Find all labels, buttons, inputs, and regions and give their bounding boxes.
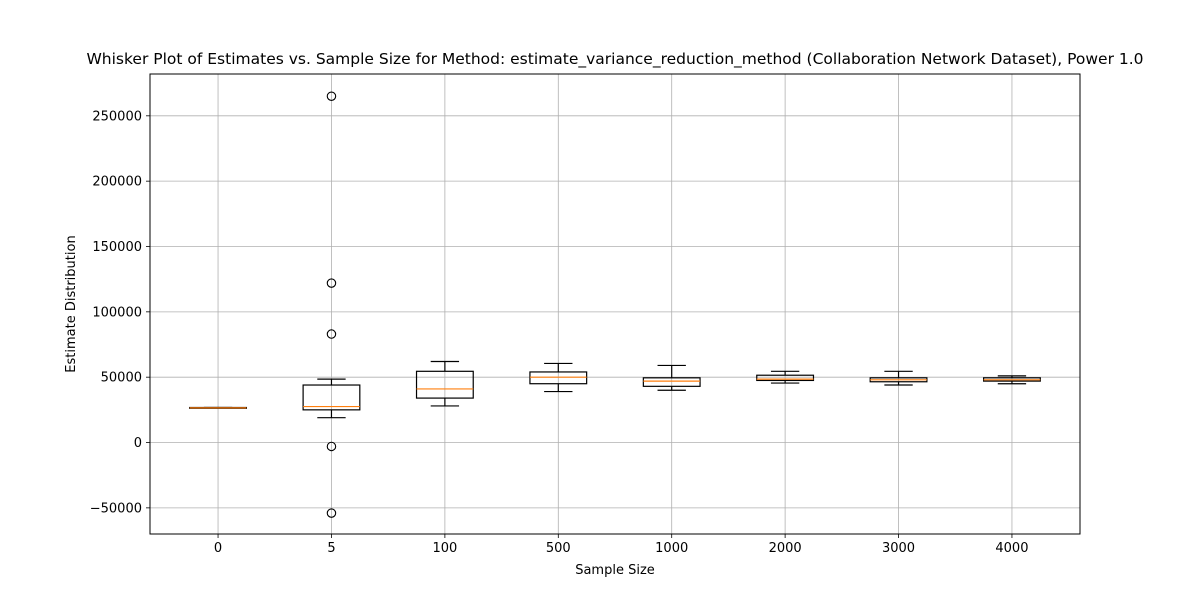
- x-tick-label: 2000: [769, 541, 802, 556]
- box-group: [756, 370, 815, 384]
- box-iqr: [302, 384, 361, 411]
- x-tick-label: 100: [432, 541, 457, 556]
- box-group: [189, 406, 248, 409]
- box-group: [302, 91, 361, 518]
- grid-layer: [150, 74, 1080, 534]
- y-tick-label: −50000: [90, 501, 142, 516]
- y-tick-label: 150000: [92, 240, 142, 255]
- outlier-point: [326, 91, 337, 101]
- y-tick-label: 100000: [92, 305, 142, 320]
- outlier-point: [326, 278, 337, 288]
- outlier-point: [326, 441, 337, 452]
- box-group: [642, 364, 701, 391]
- x-axis-label: Sample Size: [575, 563, 655, 578]
- x-tick-label: 3000: [882, 541, 915, 556]
- box-iqr: [415, 370, 474, 399]
- x-tick-label: 5: [327, 541, 335, 556]
- y-axis-label: Estimate Distribution: [64, 235, 79, 372]
- y-tick-label: 200000: [92, 175, 142, 190]
- x-tick-label: 1000: [655, 541, 688, 556]
- outlier-point: [326, 508, 337, 518]
- y-tick-label: 0: [134, 436, 142, 451]
- chart-title: Whisker Plot of Estimates vs. Sample Siz…: [86, 50, 1143, 69]
- box-iqr: [642, 377, 701, 387]
- box-iqr: [756, 374, 815, 382]
- box-group: [869, 370, 928, 386]
- x-tick-label: 0: [214, 541, 222, 556]
- box-group: [415, 360, 474, 407]
- box-layer: [189, 91, 1041, 518]
- outlier-point: [326, 329, 337, 339]
- y-tick-label: 250000: [92, 109, 142, 124]
- tick-layer: 0 5 100 500 1000 2000 3000 4000 −50000 0 50000 1000…: [90, 109, 1029, 556]
- x-tick-label: 500: [546, 541, 571, 556]
- x-tick-label: 4000: [995, 541, 1028, 556]
- box-iqr: [529, 371, 588, 385]
- box-group: [529, 362, 588, 393]
- box-group: [982, 375, 1041, 385]
- y-tick-label: 50000: [101, 371, 142, 386]
- plot-frame: [149, 73, 1081, 535]
